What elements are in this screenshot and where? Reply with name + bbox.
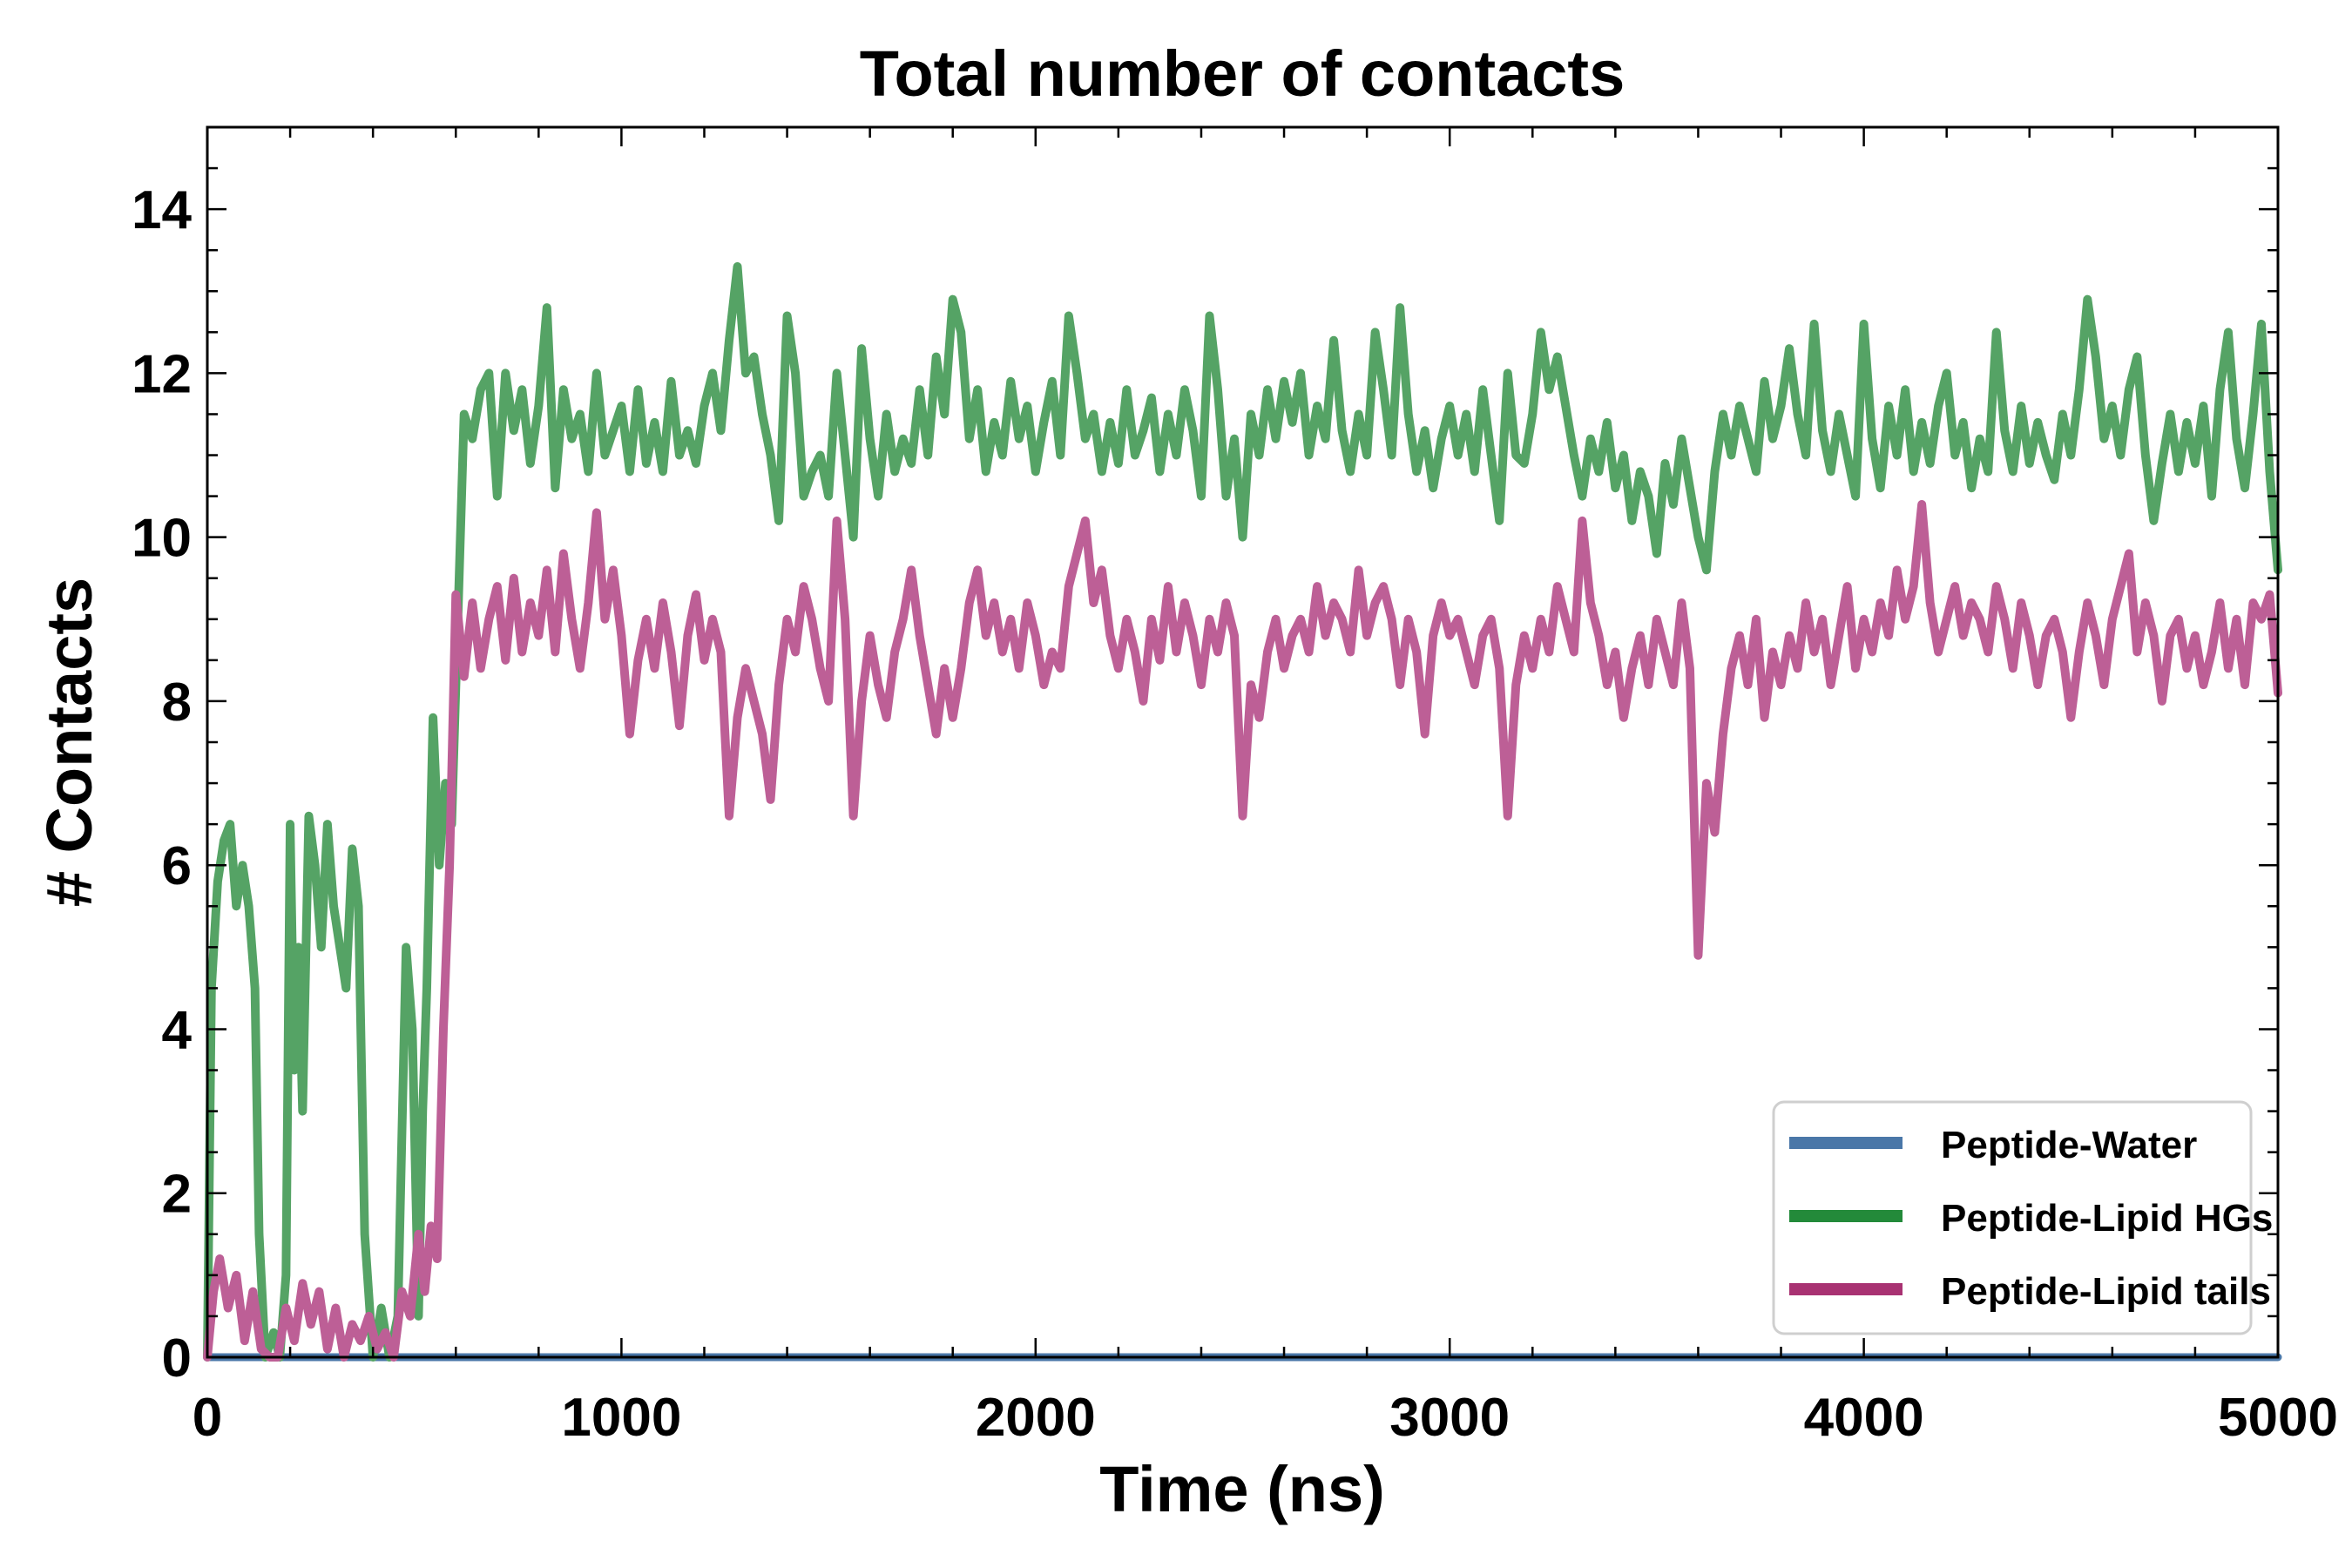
y-tick-label: 10 <box>132 509 192 569</box>
y-axis-label: # Contacts <box>33 578 105 907</box>
chart-title: Total number of contacts <box>860 37 1625 110</box>
y-tick-label: 6 <box>162 836 192 896</box>
y-tick-label: 14 <box>132 180 192 240</box>
x-tick-label: 5000 <box>2218 1388 2338 1448</box>
plot-frame <box>206 125 2280 1359</box>
x-tick-label: 4000 <box>1804 1388 1924 1448</box>
y-tick-label: 12 <box>132 344 192 404</box>
y-tick-label: 4 <box>162 1000 193 1060</box>
x-tick-label: 0 <box>193 1388 222 1448</box>
y-tick-label: 2 <box>162 1165 192 1225</box>
legend-label-peptide-lipid-tails: Peptide-Lipid tails <box>1941 1270 2271 1313</box>
legend-box <box>1772 1100 2253 1335</box>
tick-label-layer: 0 1000 2000 3000 4000 5000 0 2 4 6 8 10 12 14 <box>132 180 2338 1448</box>
x-tick-label: 2000 <box>976 1388 1096 1448</box>
legend-label-peptide-water: Peptide-Water <box>1941 1124 2197 1166</box>
legend-label-peptide-lipid-hgs: Peptide-Lipid HGs <box>1941 1197 2273 1240</box>
x-tick-label: 3000 <box>1389 1388 1510 1448</box>
y-tick-label: 8 <box>162 672 192 733</box>
legend: Peptide-Water Peptide-Lipid HGs Peptide-… <box>1772 1100 2273 1335</box>
series-line-peptide-lipid-tails <box>203 500 2282 1362</box>
x-tick-label: 1000 <box>561 1388 681 1448</box>
series-line-peptide-lipid-hgs <box>203 262 2282 1362</box>
x-axis-label: Time (ns) <box>1099 1453 1385 1525</box>
y-tick-label: 0 <box>162 1328 192 1389</box>
